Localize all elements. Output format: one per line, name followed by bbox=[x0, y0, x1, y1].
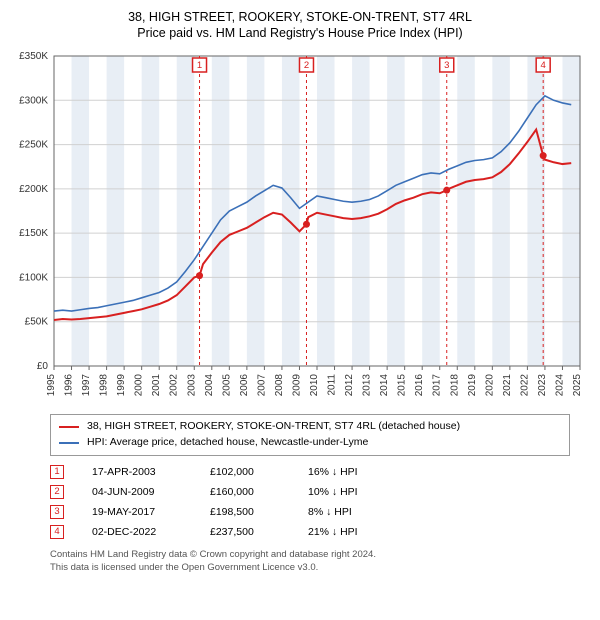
svg-text:£200K: £200K bbox=[19, 184, 48, 195]
svg-text:2022: 2022 bbox=[519, 374, 530, 397]
title-subtitle: Price paid vs. HM Land Registry's House … bbox=[10, 26, 590, 40]
svg-text:1998: 1998 bbox=[99, 374, 110, 397]
svg-text:2: 2 bbox=[304, 60, 309, 71]
svg-text:2021: 2021 bbox=[502, 374, 513, 397]
svg-text:2005: 2005 bbox=[221, 374, 232, 397]
svg-text:2019: 2019 bbox=[467, 374, 478, 397]
svg-text:2014: 2014 bbox=[379, 374, 390, 397]
sale-marker: 2 bbox=[50, 485, 64, 499]
sale-diff: 21% ↓ HPI bbox=[308, 526, 398, 538]
svg-text:1: 1 bbox=[197, 60, 202, 71]
sale-diff: 8% ↓ HPI bbox=[308, 506, 398, 518]
svg-text:2000: 2000 bbox=[134, 374, 145, 397]
svg-text:2017: 2017 bbox=[432, 374, 443, 397]
sale-price: £102,000 bbox=[210, 466, 280, 478]
svg-text:2007: 2007 bbox=[256, 374, 267, 397]
svg-text:£50K: £50K bbox=[25, 317, 49, 328]
footer-line-1: Contains HM Land Registry data © Crown c… bbox=[50, 548, 570, 561]
svg-text:£100K: £100K bbox=[19, 272, 48, 283]
sales-table: 1 17-APR-2003 £102,000 16% ↓ HPI 2 04-JUN-200… bbox=[50, 462, 570, 542]
svg-text:£0: £0 bbox=[37, 361, 49, 372]
svg-text:2016: 2016 bbox=[414, 374, 425, 397]
sale-marker: 4 bbox=[50, 525, 64, 539]
sale-price: £237,500 bbox=[210, 526, 280, 538]
legend-swatch bbox=[59, 442, 79, 444]
svg-text:£300K: £300K bbox=[19, 95, 48, 106]
svg-text:2015: 2015 bbox=[397, 374, 408, 397]
sale-marker: 3 bbox=[50, 505, 64, 519]
footer-line-2: This data is licensed under the Open Gov… bbox=[50, 561, 570, 574]
svg-text:2010: 2010 bbox=[309, 374, 320, 397]
legend-label: 38, HIGH STREET, ROOKERY, STOKE-ON-TRENT… bbox=[87, 419, 460, 435]
svg-text:2002: 2002 bbox=[169, 374, 180, 397]
svg-text:2020: 2020 bbox=[484, 374, 495, 397]
svg-text:2024: 2024 bbox=[554, 374, 565, 397]
title-address: 38, HIGH STREET, ROOKERY, STOKE-ON-TRENT… bbox=[10, 10, 590, 24]
svg-text:2011: 2011 bbox=[327, 374, 338, 396]
svg-text:2009: 2009 bbox=[291, 374, 302, 397]
sale-row: 4 02-DEC-2022 £237,500 21% ↓ HPI bbox=[50, 522, 570, 542]
chart-container: £0 £50K £100K £150K £200K £250K £300K £350K 1995… bbox=[10, 46, 590, 406]
svg-text:2018: 2018 bbox=[449, 374, 460, 397]
svg-text:2008: 2008 bbox=[274, 374, 285, 397]
svg-text:1995: 1995 bbox=[46, 374, 57, 397]
svg-text:2006: 2006 bbox=[239, 374, 250, 397]
svg-text:1996: 1996 bbox=[64, 374, 75, 397]
legend-swatch bbox=[59, 426, 79, 428]
sale-date: 02-DEC-2022 bbox=[92, 526, 182, 538]
svg-text:2013: 2013 bbox=[362, 374, 373, 397]
legend-label: HPI: Average price, detached house, Newc… bbox=[87, 435, 368, 451]
sale-row: 1 17-APR-2003 £102,000 16% ↓ HPI bbox=[50, 462, 570, 482]
sale-date: 04-JUN-2009 bbox=[92, 486, 182, 498]
svg-text:1999: 1999 bbox=[116, 374, 127, 397]
sale-price: £160,000 bbox=[210, 486, 280, 498]
sale-price: £198,500 bbox=[210, 506, 280, 518]
svg-text:2001: 2001 bbox=[151, 374, 162, 397]
sale-marker: 1 bbox=[50, 465, 64, 479]
sale-diff: 16% ↓ HPI bbox=[308, 466, 398, 478]
price-chart: £0 £50K £100K £150K £200K £250K £300K £350K 1995… bbox=[10, 46, 590, 406]
sale-date: 19-MAY-2017 bbox=[92, 506, 182, 518]
svg-text:1997: 1997 bbox=[81, 374, 92, 397]
legend: 38, HIGH STREET, ROOKERY, STOKE-ON-TRENT… bbox=[50, 414, 570, 456]
svg-text:2012: 2012 bbox=[344, 374, 355, 397]
sale-diff: 10% ↓ HPI bbox=[308, 486, 398, 498]
svg-text:2003: 2003 bbox=[186, 374, 197, 397]
legend-item: HPI: Average price, detached house, Newc… bbox=[59, 435, 561, 451]
legend-item: 38, HIGH STREET, ROOKERY, STOKE-ON-TRENT… bbox=[59, 419, 561, 435]
svg-text:2004: 2004 bbox=[204, 374, 215, 397]
svg-text:2025: 2025 bbox=[572, 374, 583, 397]
svg-text:4: 4 bbox=[541, 60, 546, 71]
svg-text:£250K: £250K bbox=[19, 140, 48, 151]
chart-titles: 38, HIGH STREET, ROOKERY, STOKE-ON-TRENT… bbox=[10, 10, 590, 40]
svg-text:2023: 2023 bbox=[537, 374, 548, 397]
sale-date: 17-APR-2003 bbox=[92, 466, 182, 478]
svg-text:£350K: £350K bbox=[19, 51, 48, 62]
sale-row: 3 19-MAY-2017 £198,500 8% ↓ HPI bbox=[50, 502, 570, 522]
footer-attribution: Contains HM Land Registry data © Crown c… bbox=[50, 548, 570, 575]
sale-row: 2 04-JUN-2009 £160,000 10% ↓ HPI bbox=[50, 482, 570, 502]
svg-text:£150K: £150K bbox=[19, 228, 48, 239]
svg-text:3: 3 bbox=[444, 60, 449, 71]
